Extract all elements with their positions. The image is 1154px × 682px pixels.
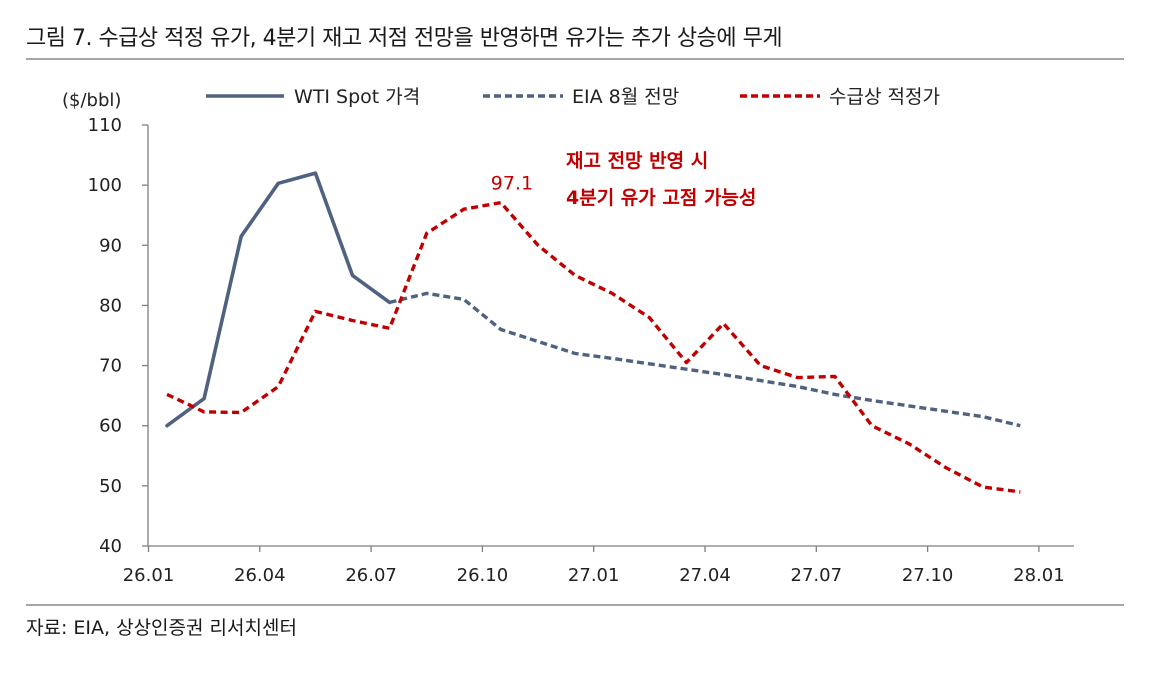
x-tick-label: 26.01 bbox=[123, 565, 175, 586]
y-tick-label: 80 bbox=[99, 295, 122, 316]
y-tick-label: 50 bbox=[99, 476, 122, 497]
x-tick-label: 27.10 bbox=[902, 565, 954, 586]
y-tick-label: 40 bbox=[99, 536, 122, 557]
source-note: 자료: EIA, 상상인증권 리서치센터 bbox=[26, 617, 297, 639]
y-tick-label: 70 bbox=[99, 356, 122, 377]
series-line-fair-value bbox=[166, 200, 1021, 494]
source-divider bbox=[26, 604, 1124, 606]
chart-legend: WTI Spot 가격 EIA 8월 전망 수급상 적정가 bbox=[206, 86, 940, 108]
chart-annotations: 97.1 재고 전망 반영 시 4분기 유가 고점 가능성 bbox=[491, 150, 757, 209]
x-tick-label: 27.07 bbox=[791, 565, 843, 586]
chart-series bbox=[165, 171, 1021, 494]
annotation-line-1: 재고 전망 반영 시 bbox=[566, 150, 708, 172]
x-tick-label: 26.07 bbox=[345, 565, 397, 586]
chart-axes: 40 50 60 70 80 90 100 110 ($/bbl) 26.01 26.04 26.07… bbox=[62, 90, 1074, 586]
y-tick-label: 100 bbox=[88, 175, 122, 196]
legend-label: WTI Spot 가격 bbox=[294, 86, 420, 108]
x-tick-label: 26.10 bbox=[457, 565, 509, 586]
x-tick-label: 27.01 bbox=[568, 565, 620, 586]
x-tick-label: 27.04 bbox=[679, 565, 731, 586]
peak-value-label: 97.1 bbox=[491, 173, 533, 195]
legend-label: 수급상 적정가 bbox=[829, 86, 940, 108]
x-tick-label: 26.04 bbox=[234, 565, 286, 586]
title-divider bbox=[26, 58, 1124, 60]
x-tick-label: 28.01 bbox=[1013, 565, 1065, 586]
series-line-wti-spot bbox=[165, 171, 392, 428]
y-axis-unit-label: ($/bbl) bbox=[62, 90, 121, 111]
y-tick-label: 110 bbox=[88, 115, 122, 136]
figure-title: 그림 7. 수급상 적정 유가, 4분기 재고 저점 전망을 반영하면 유가는 … bbox=[26, 26, 783, 51]
legend-label: EIA 8월 전망 bbox=[572, 86, 679, 108]
y-tick-label: 60 bbox=[99, 416, 122, 437]
y-tick-label: 90 bbox=[99, 235, 122, 256]
annotation-line-2: 4분기 유가 고점 가능성 bbox=[566, 187, 756, 209]
series-line-eia-forecast bbox=[389, 291, 1021, 428]
